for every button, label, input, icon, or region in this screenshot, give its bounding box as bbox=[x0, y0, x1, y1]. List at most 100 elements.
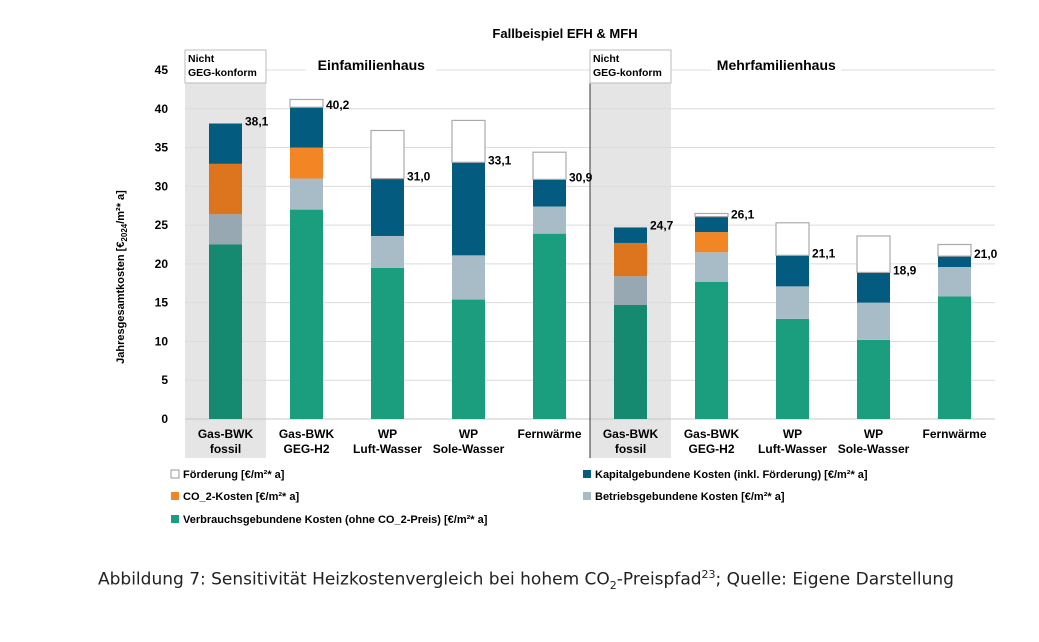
bar-segment bbox=[857, 272, 890, 303]
legend-label: CO_2-Kosten [€/m²* a] bbox=[183, 491, 299, 503]
bar-segment bbox=[694, 212, 729, 218]
bar-segment bbox=[209, 163, 242, 215]
x-tick-label: fossil bbox=[210, 442, 241, 456]
legend-swatch bbox=[583, 470, 591, 478]
legend-label: Verbrauchsgebundene Kosten (ohne CO_2-Pr… bbox=[183, 514, 488, 526]
total-label: 26,1 bbox=[731, 208, 755, 222]
note-label: GEG-konform bbox=[593, 67, 662, 79]
bar-segment bbox=[452, 162, 485, 256]
bar-segment bbox=[614, 304, 647, 419]
bar-segment bbox=[776, 318, 809, 419]
bar-segment bbox=[937, 243, 972, 257]
total-label: 21,0 bbox=[974, 247, 998, 261]
note-label: Nicht bbox=[593, 53, 620, 65]
total-label: 21,1 bbox=[812, 246, 836, 260]
bar-segment bbox=[776, 255, 809, 287]
x-tick-label: Fernwärme bbox=[922, 427, 986, 441]
bar-segment bbox=[695, 252, 728, 282]
y-tick-label: 5 bbox=[161, 373, 168, 387]
x-tick-label: Gas-BWK bbox=[684, 427, 740, 441]
total-label: 24,7 bbox=[650, 218, 674, 232]
bar-segment bbox=[289, 98, 324, 108]
total-label: 31,0 bbox=[407, 170, 431, 184]
y-tick-label: 0 bbox=[161, 412, 168, 426]
y-tick-label: 20 bbox=[155, 257, 169, 271]
x-tick-label: Luft-Wasser bbox=[353, 442, 422, 456]
y-tick-label: 45 bbox=[155, 63, 169, 77]
bar-segment bbox=[290, 147, 323, 179]
x-tick-label: Gas-BWK bbox=[198, 427, 254, 441]
x-tick-label: fossil bbox=[615, 442, 646, 456]
y-tick-label: 40 bbox=[155, 102, 169, 116]
bar-segment bbox=[614, 242, 647, 277]
legend-swatch bbox=[170, 469, 180, 479]
bar-segment bbox=[614, 227, 647, 243]
total-label: 40,2 bbox=[326, 98, 350, 112]
bar-segment bbox=[370, 129, 405, 180]
x-tick-label: GEG-H2 bbox=[688, 442, 734, 456]
legend-label: Förderung [€/m²* a] bbox=[183, 469, 285, 481]
y-tick-label: 15 bbox=[155, 296, 169, 310]
x-tick-label: Gas-BWK bbox=[279, 427, 335, 441]
legend-swatch bbox=[171, 515, 179, 523]
bar-segment bbox=[856, 235, 891, 274]
legend-label: Betriebsgebundene Kosten [€/m²* a] bbox=[595, 491, 785, 503]
bar-segment bbox=[857, 339, 890, 419]
y-tick-label: 30 bbox=[155, 179, 169, 193]
bar-segment bbox=[533, 206, 566, 234]
bar-segment bbox=[533, 179, 566, 207]
bar-segment bbox=[209, 123, 242, 164]
bar-segment bbox=[695, 232, 728, 253]
bar-segment bbox=[775, 222, 810, 256]
x-tick-label: Sole-Wasser bbox=[838, 442, 910, 456]
x-tick-label: WP bbox=[783, 427, 802, 441]
group-label: Mehrfamilienhaus bbox=[717, 57, 836, 73]
group-label-bg bbox=[711, 55, 842, 75]
bar-segment bbox=[452, 255, 485, 300]
y-tick-label: 10 bbox=[155, 334, 169, 348]
note-box bbox=[184, 49, 267, 84]
bar-segment bbox=[209, 244, 242, 419]
x-tick-label: Gas-BWK bbox=[603, 427, 659, 441]
x-tick-label: Sole-Wasser bbox=[433, 442, 505, 456]
x-tick-label: Fernwärme bbox=[517, 427, 581, 441]
stacked-bar-chart: Fallbeispiel EFH & MFH 0 5 10 15 20 25 30 35 40 4… bbox=[115, 26, 998, 526]
bar-segment bbox=[614, 276, 647, 305]
bar-segment bbox=[938, 296, 971, 419]
group-label-bg bbox=[306, 55, 437, 75]
bar-segment bbox=[209, 214, 242, 245]
bar-segment bbox=[290, 107, 323, 148]
note-box bbox=[589, 49, 672, 84]
bar-segment bbox=[695, 216, 728, 233]
bar-segment bbox=[452, 299, 485, 419]
bar-segment bbox=[938, 256, 971, 267]
total-label: 33,1 bbox=[488, 153, 512, 167]
bar-segment bbox=[371, 267, 404, 419]
legend-label: Kapitalgebundene Kosten (inkl. Förderung… bbox=[595, 469, 868, 481]
x-tick-label: GEG-H2 bbox=[283, 442, 329, 456]
total-label: 38,1 bbox=[245, 115, 269, 129]
x-tick-label: WP bbox=[378, 427, 397, 441]
bar-segment bbox=[290, 209, 323, 419]
group-label: Einfamilienhaus bbox=[318, 57, 426, 73]
bar-segment bbox=[776, 286, 809, 319]
legend-swatch bbox=[171, 492, 179, 500]
chart-title: Fallbeispiel EFH & MFH bbox=[492, 26, 637, 41]
x-tick-label: WP bbox=[864, 427, 883, 441]
bar-segment bbox=[857, 302, 890, 340]
bar-segment bbox=[533, 233, 566, 419]
bar-segment bbox=[290, 178, 323, 210]
bar-segment bbox=[532, 151, 567, 180]
bar-segment bbox=[938, 266, 971, 297]
x-tick-label: Luft-Wasser bbox=[758, 442, 827, 456]
x-tick-label: WP bbox=[459, 427, 478, 441]
note-label: Nicht bbox=[188, 53, 215, 65]
y-tick-label: 25 bbox=[155, 218, 169, 232]
legend-swatch bbox=[583, 492, 591, 500]
bar-segment bbox=[371, 178, 404, 236]
total-label: 18,9 bbox=[893, 263, 917, 277]
bar-segment bbox=[695, 281, 728, 419]
bar-segment bbox=[371, 235, 404, 268]
total-label: 30,9 bbox=[569, 170, 593, 184]
y-tick-label: 35 bbox=[155, 141, 169, 155]
